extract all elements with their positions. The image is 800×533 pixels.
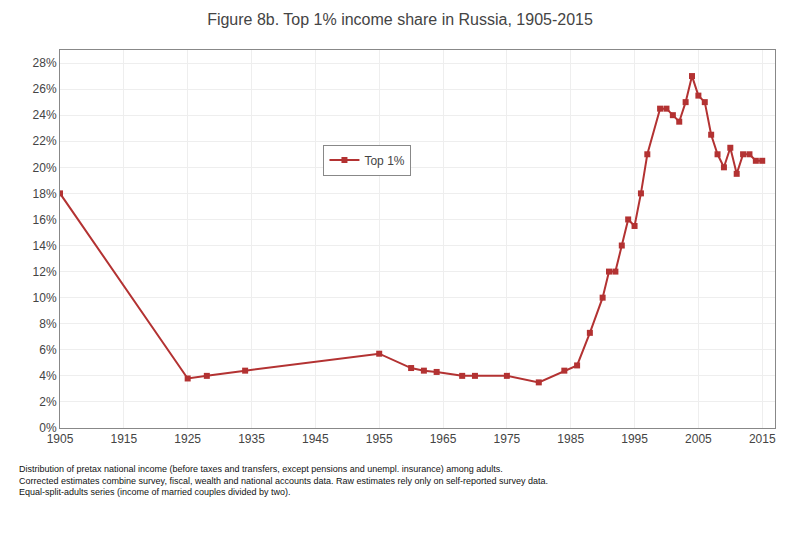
svg-text:1915: 1915 [110,432,137,446]
svg-text:Distribution of pretax nationa: Distribution of pretax national income (… [19,464,548,497]
svg-text:12%: 12% [33,265,57,279]
svg-text:1925: 1925 [174,432,201,446]
svg-text:14%: 14% [33,239,57,253]
svg-text:2015: 2015 [749,432,776,446]
svg-text:Top 1%: Top 1% [364,154,404,168]
svg-text:1905: 1905 [47,432,74,446]
svg-text:1955: 1955 [366,432,393,446]
svg-text:1975: 1975 [494,432,521,446]
svg-text:24%: 24% [33,108,57,122]
svg-text:26%: 26% [33,82,57,96]
svg-text:18%: 18% [33,187,57,201]
svg-text:8%: 8% [39,317,57,331]
svg-text:1965: 1965 [430,432,457,446]
svg-text:10%: 10% [33,291,57,305]
svg-text:1945: 1945 [302,432,329,446]
svg-text:1985: 1985 [557,432,584,446]
svg-text:6%: 6% [39,343,57,357]
svg-text:2005: 2005 [685,432,712,446]
svg-text:28%: 28% [33,56,57,70]
svg-text:22%: 22% [33,134,57,148]
svg-text:2%: 2% [39,395,57,409]
svg-text:20%: 20% [33,161,57,175]
svg-text:16%: 16% [33,213,57,227]
svg-text:0%: 0% [39,421,57,435]
svg-text:1995: 1995 [621,432,648,446]
svg-text:Figure 8b. Top 1% income share: Figure 8b. Top 1% income share in Russia… [207,11,593,28]
svg-text:1935: 1935 [238,432,265,446]
svg-text:4%: 4% [39,369,57,383]
